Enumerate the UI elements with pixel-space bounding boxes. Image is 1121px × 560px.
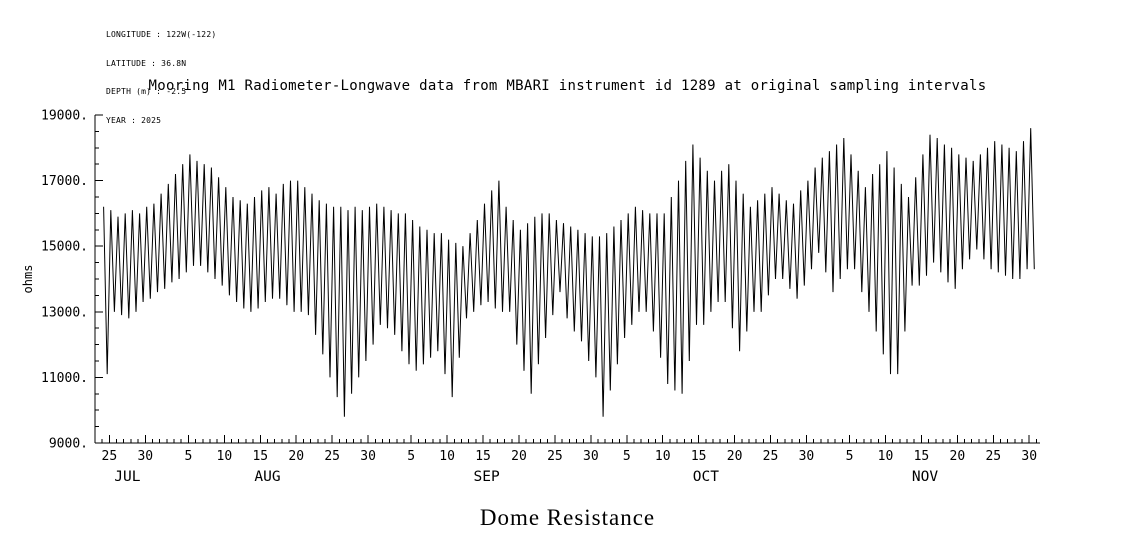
x-tick-label: 25 (985, 449, 1001, 464)
x-tick-label: 20 (511, 449, 527, 464)
x-tick-label: 25 (547, 449, 563, 464)
y-tick-label: 13000. (41, 305, 88, 320)
month-label: OCT (693, 469, 719, 485)
x-tick-label: 30 (799, 449, 815, 464)
x-tick-label: 15 (914, 449, 930, 464)
data-line (103, 128, 1035, 417)
x-tick-label: 10 (655, 449, 671, 464)
y-tick-label: 19000. (41, 109, 88, 124)
x-tick-label: 10 (217, 449, 233, 464)
x-tick-label: 10 (439, 449, 455, 464)
x-tick-label: 30 (1021, 449, 1037, 464)
x-tick-label: 20 (727, 449, 743, 464)
x-tick-label: 5 (185, 449, 193, 464)
month-label: SEP (474, 469, 500, 485)
y-tick-label: 9000. (49, 437, 88, 452)
x-tick-label: 15 (691, 449, 707, 464)
x-tick-label: 10 (878, 449, 894, 464)
y-axis-label: ohms (21, 264, 35, 294)
x-tick-label: 30 (360, 449, 376, 464)
y-tick-label: 17000. (41, 174, 88, 189)
month-label: AUG (254, 469, 280, 485)
x-tick-label: 5 (623, 449, 631, 464)
meta-depth: DEPTH (m) : -2.5 (106, 87, 187, 96)
meta-year: YEAR : 2025 (106, 115, 162, 125)
meta-longitude: LONGITUDE : 122W(-122) (106, 30, 217, 39)
x-tick-label: 20 (950, 449, 966, 464)
month-label: NOV (912, 469, 938, 485)
x-tick-label: 5 (846, 449, 854, 464)
x-tick-label: 25 (763, 449, 779, 464)
x-tick-label: 30 (137, 449, 153, 464)
x-tick-label: 5 (407, 449, 415, 464)
meta-latitude: LATITUDE : 36.8N (106, 58, 187, 68)
x-tick-label: 25 (102, 449, 118, 464)
x-tick-label: 20 (288, 449, 304, 464)
month-label: JUL (114, 469, 140, 485)
chart-caption: Dome Resistance (479, 505, 656, 530)
x-tick-label: 15 (475, 449, 491, 464)
x-tick-label: 25 (324, 449, 340, 464)
x-tick-label: 30 (583, 449, 599, 464)
y-tick-label: 15000. (41, 240, 88, 255)
x-tick-label: 15 (252, 449, 268, 464)
y-tick-label: 11000. (41, 371, 88, 386)
station-metadata: LONGITUDE : 122W(-122) LATITUDE : 36.8N … (106, 11, 216, 144)
chart-title: Mooring M1 Radiometer-Longwave data from… (148, 78, 987, 94)
